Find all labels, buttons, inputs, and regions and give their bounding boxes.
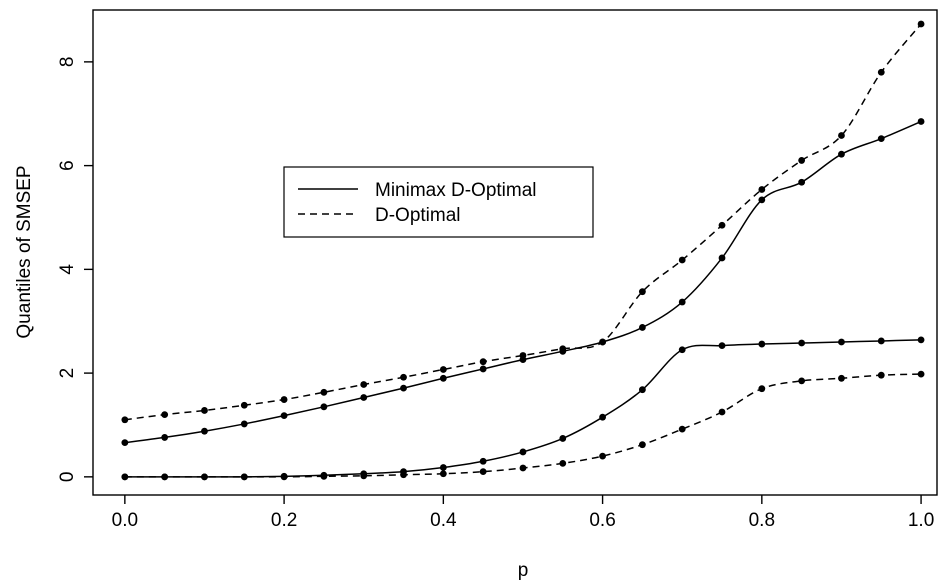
point-d-optimal-upper-9 <box>479 358 487 366</box>
point-minimax-upper-13 <box>638 324 646 331</box>
point-d-optimal-upper-13 <box>638 288 646 296</box>
point-minimax-upper-19 <box>877 135 885 143</box>
point-d-optimal-upper-18 <box>838 132 845 139</box>
point-minimax-upper-15 <box>718 254 726 262</box>
point-d-optimal-upper-8 <box>439 366 447 373</box>
point-d-optimal-upper-14 <box>678 256 686 264</box>
x-tick-label-2: 0.4 <box>430 510 457 531</box>
x-tick-label-0: 0.0 <box>112 510 138 531</box>
point-d-optimal-upper-12 <box>599 338 606 346</box>
point-d-optimal-lower-0 <box>121 473 129 481</box>
point-d-optimal-lower-8 <box>439 470 447 478</box>
point-d-optimal-upper-0 <box>121 416 129 424</box>
point-d-optimal-upper-1 <box>161 411 169 418</box>
x-tick-label-3: 0.6 <box>589 510 615 531</box>
point-d-optimal-upper-6 <box>360 381 368 388</box>
point-d-optimal-lower-2 <box>201 473 208 481</box>
point-minimax-upper-3 <box>240 420 248 428</box>
point-minimax-upper-1 <box>161 434 169 441</box>
point-minimax-upper-18 <box>838 150 845 158</box>
series-layer <box>121 20 925 481</box>
point-minimax-upper-20 <box>917 118 925 125</box>
point-minimax-lower-19 <box>877 337 885 345</box>
x-tick-label-4: 0.8 <box>749 510 775 531</box>
legend-label-d-optimal: D-Optimal <box>375 205 461 226</box>
point-minimax-upper-9 <box>479 365 487 373</box>
point-d-optimal-lower-6 <box>360 472 368 480</box>
point-minimax-lower-8 <box>439 464 447 471</box>
point-d-optimal-lower-18 <box>838 374 845 382</box>
point-minimax-upper-7 <box>400 384 407 392</box>
plot-frame <box>92 9 938 496</box>
point-d-optimal-lower-12 <box>599 452 606 460</box>
point-minimax-lower-9 <box>479 457 487 465</box>
point-d-optimal-upper-2 <box>201 407 208 414</box>
point-d-optimal-lower-9 <box>479 468 487 476</box>
y-axis: 0 2 4 6 8 <box>57 57 93 483</box>
point-minimax-upper-16 <box>758 196 766 204</box>
x-axis-title: p <box>518 560 529 581</box>
point-d-optimal-upper-4 <box>280 396 288 403</box>
point-d-optimal-lower-15 <box>718 408 726 416</box>
point-minimax-upper-4 <box>280 412 288 420</box>
point-minimax-upper-14 <box>678 298 686 306</box>
x-axis: 0.0 0.2 0.4 0.6 0.8 1.0 <box>112 495 934 531</box>
point-minimax-upper-6 <box>360 394 368 401</box>
legend-box <box>283 166 594 238</box>
point-d-optimal-upper-15 <box>718 221 726 229</box>
point-d-optimal-lower-10 <box>519 464 527 472</box>
y-tick-label-2: 4 <box>57 264 78 275</box>
point-minimax-lower-16 <box>758 340 766 348</box>
point-minimax-lower-12 <box>599 413 606 421</box>
series-line-d-optimal-upper <box>124 23 922 421</box>
point-d-optimal-upper-3 <box>240 401 248 409</box>
point-minimax-lower-11 <box>559 435 567 442</box>
point-d-optimal-lower-19 <box>877 371 885 379</box>
point-d-optimal-lower-3 <box>240 473 248 481</box>
point-d-optimal-lower-17 <box>798 377 806 385</box>
point-d-optimal-upper-11 <box>559 345 567 353</box>
point-d-optimal-lower-7 <box>400 471 407 479</box>
point-d-optimal-upper-16 <box>758 186 766 193</box>
x-tick-label-5: 1.0 <box>908 510 934 531</box>
point-d-optimal-upper-7 <box>400 373 407 381</box>
point-d-optimal-upper-19 <box>877 68 885 76</box>
point-d-optimal-lower-13 <box>638 441 646 449</box>
legend: Minimax D-Optimal D-Optimal <box>283 166 594 238</box>
point-minimax-lower-20 <box>917 336 925 344</box>
point-d-optimal-lower-11 <box>559 459 567 467</box>
point-d-optimal-lower-16 <box>758 385 766 393</box>
point-minimax-upper-0 <box>121 439 129 447</box>
point-minimax-lower-14 <box>678 346 686 354</box>
point-minimax-upper-5 <box>320 403 328 411</box>
point-d-optimal-lower-1 <box>161 473 169 481</box>
x-tick-label-1: 0.2 <box>271 510 297 531</box>
point-minimax-upper-8 <box>439 374 447 382</box>
point-minimax-lower-10 <box>519 448 527 456</box>
point-d-optimal-lower-4 <box>280 473 288 481</box>
point-minimax-lower-17 <box>798 339 806 347</box>
point-d-optimal-upper-17 <box>798 157 806 164</box>
point-d-optimal-lower-14 <box>678 425 686 433</box>
y-tick-label-1: 2 <box>57 368 78 379</box>
y-tick-label-4: 8 <box>57 57 78 68</box>
point-d-optimal-lower-5 <box>320 472 328 480</box>
legend-label-minimax: Minimax D-Optimal <box>375 180 537 201</box>
point-d-optimal-upper-5 <box>320 388 328 396</box>
point-d-optimal-lower-20 <box>917 370 925 378</box>
point-d-optimal-upper-10 <box>519 352 527 359</box>
y-tick-label-3: 6 <box>57 160 78 171</box>
point-minimax-upper-17 <box>798 178 806 186</box>
y-tick-label-0: 0 <box>57 472 78 483</box>
point-minimax-lower-18 <box>838 338 845 346</box>
point-minimax-lower-15 <box>718 342 726 350</box>
point-d-optimal-upper-20 <box>917 20 925 28</box>
y-axis-title: Quantiles of SMSEP <box>14 165 35 338</box>
point-minimax-upper-2 <box>201 427 208 435</box>
point-minimax-lower-13 <box>638 386 646 394</box>
